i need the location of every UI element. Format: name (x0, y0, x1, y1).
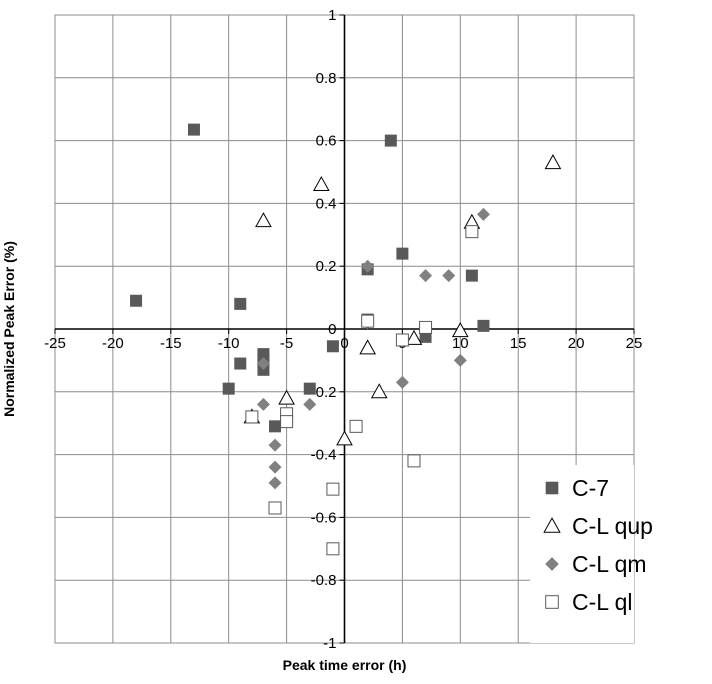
y-tick-label: 0 (328, 321, 336, 338)
x-tick-label: 10 (452, 335, 469, 352)
data-point (278, 389, 295, 405)
data-point (336, 430, 353, 446)
data-point (234, 357, 247, 370)
data-point (245, 410, 259, 424)
data-point (268, 438, 282, 452)
data-point (268, 476, 282, 490)
data-point (419, 320, 433, 334)
y-tick-label: 0.4 (316, 195, 337, 212)
data-point (256, 357, 270, 371)
x-tick-label: 15 (510, 335, 527, 352)
legend-label: C-L qup (572, 513, 653, 539)
data-point (268, 501, 282, 515)
data-point (269, 420, 282, 433)
legend-marker (545, 595, 559, 609)
data-point (407, 454, 421, 468)
data-point (453, 353, 467, 367)
x-axis-title: Peak time error (h) (283, 657, 407, 673)
data-point (419, 269, 433, 283)
data-point (442, 269, 456, 283)
data-point (255, 212, 272, 228)
data-point (303, 382, 316, 395)
x-tick-label: -10 (218, 335, 240, 352)
data-point (187, 123, 200, 136)
legend: C-7 C-L qup C-L qm C-L ql (530, 465, 653, 643)
data-point (396, 247, 409, 260)
data-point (476, 207, 490, 221)
y-tick-label: 0.6 (316, 133, 337, 150)
y-tick-label: 0.8 (316, 70, 337, 87)
data-point (477, 319, 490, 332)
data-point (544, 154, 562, 170)
data-point (465, 225, 479, 239)
data-point (349, 419, 363, 433)
x-tick-label: -20 (102, 335, 124, 352)
data-point (395, 333, 409, 347)
y-tick-label: 0.2 (316, 258, 337, 275)
data-point (384, 134, 397, 147)
x-tick-label: -15 (160, 335, 182, 352)
y-tick-label: -0.8 (311, 572, 337, 589)
y-tick-label: 1 (328, 7, 336, 24)
data-point (465, 269, 478, 282)
data-point (222, 382, 235, 395)
data-point (303, 397, 317, 411)
x-tick-label: 25 (626, 335, 643, 352)
legend-box (530, 465, 634, 643)
data-point (405, 329, 423, 345)
data-point (326, 340, 339, 353)
y-tick-label: -0.4 (311, 447, 337, 464)
y-tick-label: -0.2 (311, 384, 337, 401)
legend-marker (545, 557, 559, 571)
x-tick-label: 20 (568, 335, 585, 352)
data-point (256, 397, 270, 411)
y-tick-label: -1 (323, 635, 336, 652)
data-point (395, 375, 409, 389)
legend-label: C-7 (572, 475, 609, 501)
data-point (280, 415, 294, 429)
data-point (361, 314, 375, 328)
data-point (451, 322, 469, 338)
y-tick-label: -0.6 (311, 509, 337, 526)
axes (54, 14, 635, 644)
data-point (312, 176, 330, 192)
data-point (268, 460, 282, 474)
data-point (234, 297, 247, 310)
data-points (130, 123, 562, 556)
data-point (130, 294, 143, 307)
x-tick-label: 0 (340, 335, 348, 352)
x-tick-label: -5 (280, 335, 293, 352)
legend-marker (543, 517, 561, 533)
data-point (326, 542, 340, 556)
data-point (359, 339, 377, 355)
data-point (370, 383, 388, 399)
data-point (326, 482, 340, 496)
legend-label: C-L qm (572, 551, 647, 577)
data-point (361, 259, 375, 273)
legend-label: C-L ql (572, 589, 633, 615)
x-tick-label: -25 (44, 335, 66, 352)
legend-marker (545, 481, 559, 495)
y-axis-title: Normalized Peak Error (%) (1, 241, 17, 417)
